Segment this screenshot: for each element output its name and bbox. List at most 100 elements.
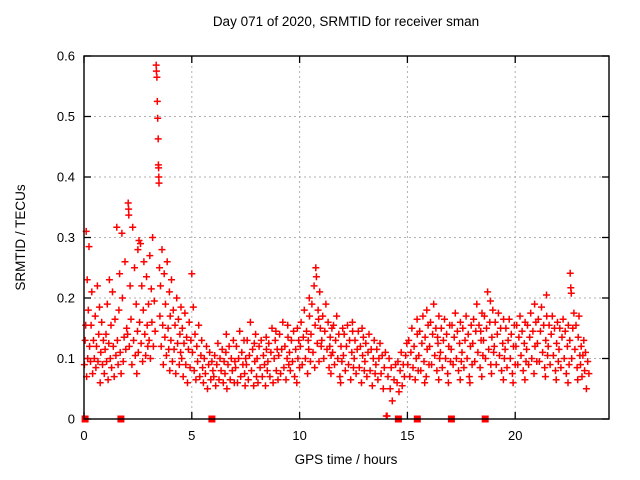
data-point — [523, 345, 531, 353]
data-point — [141, 330, 149, 338]
data-point — [378, 352, 386, 359]
data-point — [423, 306, 431, 314]
data-point — [98, 318, 106, 326]
y-tick-label: 0.6 — [57, 49, 75, 64]
data-point — [163, 258, 171, 266]
data-point — [459, 324, 467, 332]
data-point — [221, 370, 229, 378]
data-point — [408, 324, 416, 332]
data-point — [544, 342, 552, 350]
data-point — [246, 318, 254, 326]
data-point — [298, 361, 306, 369]
data-point — [533, 339, 541, 347]
data-point — [450, 333, 458, 341]
data-point — [143, 273, 150, 281]
data-point — [580, 336, 588, 344]
y-tick-label: 0.3 — [57, 230, 75, 245]
x-tick-label: 0 — [80, 428, 87, 443]
data-point — [162, 352, 170, 359]
data-point — [172, 370, 180, 378]
data-point — [259, 352, 267, 359]
data-point — [235, 355, 243, 362]
data-point — [388, 397, 396, 405]
data-point — [553, 339, 561, 347]
data-point — [430, 300, 438, 308]
data-point — [309, 348, 317, 356]
data-point — [188, 348, 196, 356]
data-point — [171, 321, 179, 329]
data-point — [254, 379, 262, 387]
data-point — [280, 364, 288, 372]
data-point — [169, 306, 177, 314]
data-point — [121, 258, 129, 266]
data-point — [563, 342, 571, 350]
data-point — [528, 355, 536, 362]
data-point — [354, 327, 362, 335]
chart-title: Day 071 of 2020, SRMTID for receiver sma… — [213, 14, 479, 29]
data-point — [305, 294, 313, 302]
data-point — [284, 333, 292, 341]
data-point — [250, 339, 258, 347]
data-point — [267, 348, 275, 356]
data-point — [206, 348, 214, 356]
data-point — [256, 364, 264, 372]
data-point — [99, 336, 107, 344]
data-point — [467, 321, 475, 329]
data-point — [398, 382, 406, 390]
data-point — [153, 73, 161, 81]
data-point — [457, 358, 465, 365]
y-tick-label: 0.1 — [57, 351, 75, 366]
data-point — [215, 376, 223, 384]
data-point — [577, 342, 585, 350]
data-point — [393, 379, 401, 387]
data-point — [473, 300, 481, 308]
data-point — [242, 355, 250, 362]
data-point — [368, 382, 376, 390]
data-point — [570, 309, 578, 317]
data-point — [147, 285, 155, 293]
data-point — [128, 361, 136, 369]
data-point — [201, 370, 209, 378]
data-point — [405, 336, 413, 344]
data-point — [105, 339, 113, 347]
data-point — [485, 345, 493, 353]
data-point — [527, 309, 535, 317]
data-point — [166, 367, 174, 375]
data-point — [296, 342, 304, 350]
data-point — [410, 342, 418, 350]
data-point — [585, 370, 593, 378]
data-point — [447, 345, 455, 353]
data-point — [272, 367, 280, 375]
data-point — [464, 330, 472, 338]
data-point — [168, 276, 175, 284]
data-point — [93, 282, 101, 290]
data-point — [159, 361, 167, 369]
data-point — [186, 364, 194, 372]
data-point — [489, 306, 497, 314]
data-point — [111, 315, 119, 323]
data-point — [336, 373, 344, 381]
data-point — [499, 339, 507, 347]
data-point — [469, 339, 477, 347]
data-point — [137, 339, 145, 347]
data-point — [480, 312, 488, 320]
data-point — [417, 367, 425, 375]
data-point — [92, 364, 100, 372]
data-point — [229, 336, 237, 344]
data-point — [84, 306, 92, 314]
y-tick-label: 0.2 — [57, 291, 75, 306]
data-point — [420, 358, 428, 365]
data-point — [211, 352, 219, 359]
data-point — [444, 370, 452, 378]
data-point — [200, 355, 208, 362]
data-point — [574, 333, 582, 341]
x-axis-label: GPS time / hours — [295, 452, 398, 467]
data-point — [559, 315, 567, 323]
data-point — [155, 173, 163, 181]
data-point — [99, 361, 106, 369]
data-point — [462, 312, 470, 320]
data-point — [157, 342, 165, 350]
data-point — [331, 361, 338, 369]
data-point — [151, 327, 159, 335]
